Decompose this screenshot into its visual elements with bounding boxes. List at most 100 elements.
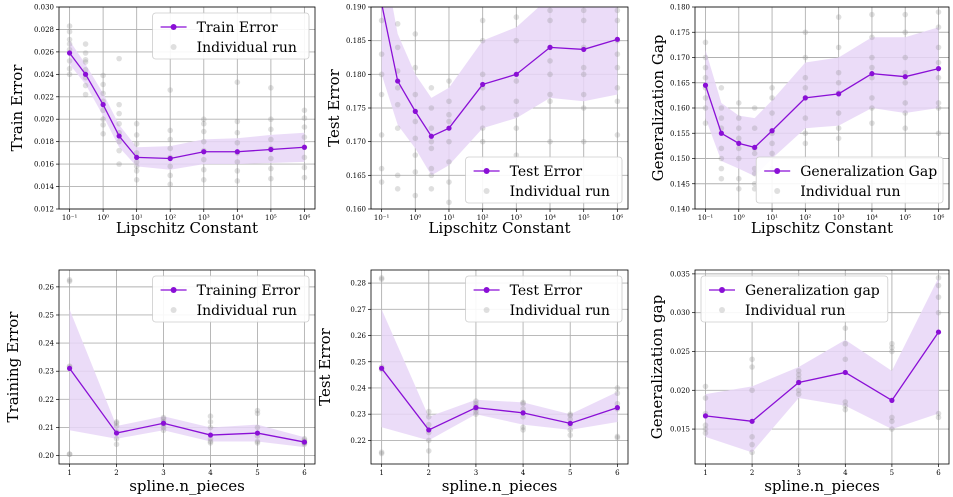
individual-run-point — [428, 138, 435, 145]
legend-label-series: Training Error — [197, 283, 301, 299]
x-axis-label: spline.n_pieces — [764, 477, 880, 495]
individual-run-point — [567, 416, 574, 423]
individual-run-point — [412, 64, 419, 71]
individual-run-point — [207, 435, 214, 442]
x-tick-label: 4 — [208, 469, 213, 477]
individual-run-point — [301, 154, 308, 161]
series-point — [702, 82, 709, 88]
legend-box — [465, 156, 623, 204]
individual-run-point — [394, 172, 401, 179]
individual-run-point — [479, 105, 486, 111]
x-tick-label: 10³ — [198, 214, 210, 222]
individual-run-point — [412, 192, 419, 199]
x-tick-label: 3 — [161, 469, 165, 477]
individual-run-point — [113, 419, 120, 425]
y-tick-label: 0.014 — [34, 183, 55, 191]
individual-run-point — [428, 145, 435, 152]
series-point — [752, 144, 758, 150]
individual-run-point — [751, 105, 758, 111]
individual-run-point — [133, 168, 140, 174]
individual-run-point — [394, 21, 401, 27]
individual-run-point — [378, 17, 385, 24]
individual-run-point — [207, 413, 214, 420]
individual-run-point — [428, 165, 435, 172]
x-tick-label: 10⁻¹ — [62, 214, 78, 222]
series-point — [796, 379, 802, 386]
individual-run-point — [567, 427, 574, 433]
chart-panel-6: 1 2 3 4 5 6 0.015 0.020 0.025 0.030 0.035 spline.n_… — [648, 269, 950, 495]
individual-run-point — [268, 175, 274, 182]
individual-run-point — [394, 186, 401, 192]
individual-run-point — [835, 125, 842, 131]
chart-panel-4: 1 2 3 4 5 6 0.20 0.21 0.22 0.23 0.24 0.25 0.26 spline… — [4, 269, 316, 495]
individual-run-point — [702, 74, 709, 81]
individual-run-point — [751, 150, 758, 157]
individual-run-point — [802, 115, 809, 121]
x-tick-label: 1 — [703, 469, 707, 477]
individual-run-point — [735, 135, 742, 142]
individual-run-point — [425, 421, 432, 428]
legend-run-swatch — [719, 307, 725, 313]
series-point — [167, 155, 173, 162]
legend-marker-swatch — [170, 24, 177, 30]
individual-run-point — [446, 78, 452, 84]
individual-run-point — [889, 414, 895, 421]
individual-run-point — [268, 126, 274, 133]
series-line — [705, 331, 940, 422]
individual-run-point — [889, 418, 895, 425]
confidence-band — [69, 40, 305, 170]
individual-run-point — [82, 56, 89, 63]
individual-run-point — [795, 371, 802, 378]
y-tick-label: 0.030 — [670, 309, 690, 317]
individual-run-point — [935, 282, 942, 289]
y-tick-label: 0.170 — [346, 138, 366, 146]
individual-run-point — [234, 159, 241, 165]
individual-run-point — [749, 356, 755, 363]
individual-run-point — [66, 71, 73, 78]
individual-run-point — [802, 85, 809, 91]
y-tick-label: 0.23 — [350, 411, 366, 419]
x-tick-label: 10⁶ — [933, 214, 945, 222]
series-point — [769, 128, 775, 134]
individual-run-point — [301, 174, 308, 181]
y-axis-label: Generalization Gap — [649, 35, 667, 182]
x-tick-label: 3 — [474, 469, 478, 477]
y-tick-label: 0.24 — [38, 340, 54, 348]
individual-run-point — [254, 440, 261, 446]
individual-run-point — [513, 125, 520, 131]
individual-run-point — [234, 139, 241, 146]
x-tick-label: 10⁴ — [544, 214, 556, 222]
individual-run-point — [394, 85, 401, 91]
individual-run-point — [82, 41, 89, 47]
y-tick-label: 0.180 — [670, 4, 690, 12]
individual-run-point — [234, 118, 241, 125]
series-point — [842, 369, 848, 376]
x-tick-label: 10² — [164, 214, 176, 222]
individual-run-point — [301, 115, 308, 121]
series-point — [301, 144, 308, 150]
y-tick-label: 0.26 — [38, 283, 54, 291]
individual-run-point — [428, 125, 435, 131]
x-tick-label: 1 — [379, 469, 383, 477]
individual-run-point — [842, 340, 849, 347]
individual-run-point — [446, 159, 452, 165]
individual-run-point — [580, 138, 587, 145]
x-tick-label: 10¹ — [766, 214, 778, 222]
individual-run-point — [446, 138, 452, 145]
individual-run-point — [473, 411, 479, 417]
individual-run-point — [116, 110, 122, 117]
y-tick-label: 0.26 — [350, 332, 366, 340]
individual-run-point — [702, 120, 709, 126]
individual-run-point — [394, 101, 401, 108]
y-tick-label: 0.160 — [670, 105, 690, 113]
individual-run-point — [749, 387, 755, 394]
x-tick-label: 2 — [427, 469, 431, 477]
axes-frame — [694, 269, 950, 465]
individual-run-point — [428, 172, 435, 179]
legend-marker-swatch — [719, 287, 725, 293]
legend-label-series: Test Error — [510, 283, 583, 299]
individual-run-point — [479, 71, 486, 78]
individual-runs — [378, 7, 621, 206]
individual-run-point — [769, 150, 775, 157]
series-point — [134, 154, 140, 160]
